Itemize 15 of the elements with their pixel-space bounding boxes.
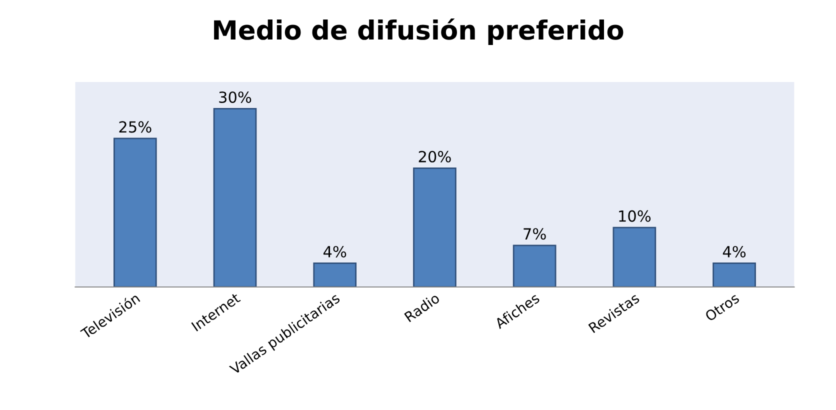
data-label: 25%	[119, 121, 152, 133]
data-label: 4%	[323, 246, 346, 258]
data-label: 20%	[418, 150, 451, 162]
bar	[612, 226, 656, 287]
bar	[413, 167, 456, 287]
chart-title: Medio de difusión preferido	[214, 18, 624, 46]
data-label: 4%	[722, 246, 746, 258]
data-label: 7%	[524, 228, 546, 240]
bar	[113, 138, 157, 287]
bar	[512, 244, 556, 287]
bar	[712, 262, 756, 287]
bar	[313, 262, 357, 287]
data-label: 30%	[219, 91, 252, 103]
bar	[213, 108, 257, 287]
data-label: 10%	[619, 210, 651, 222]
